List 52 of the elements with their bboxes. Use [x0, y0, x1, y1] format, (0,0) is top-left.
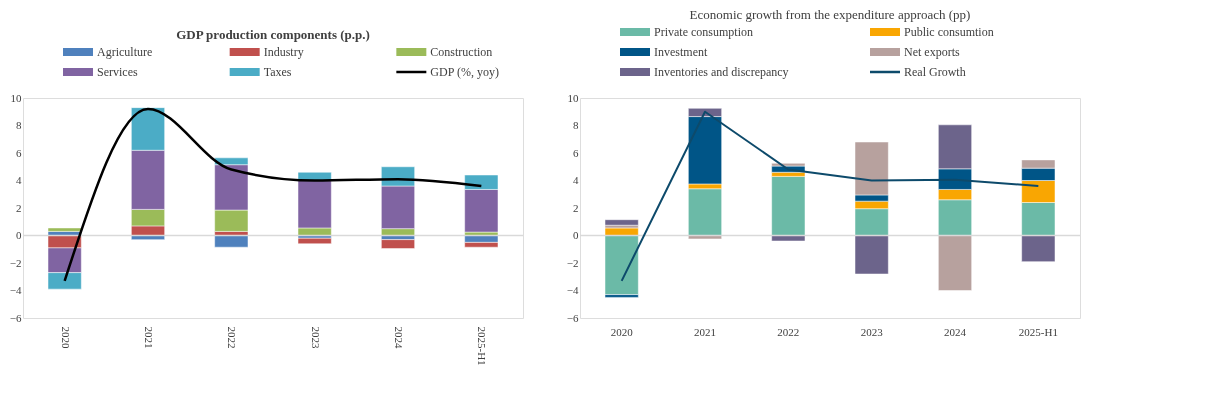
y-tick-label: 2 — [16, 201, 22, 214]
legend-label: Construction — [430, 45, 493, 59]
x-tick-label: 2020 — [59, 326, 72, 349]
x-tick-label: 2021 — [143, 326, 155, 349]
x-tick-label: 2024 — [944, 325, 967, 338]
bar — [47, 227, 82, 232]
line-series — [63, 107, 483, 283]
y-tick-label: −4 — [566, 284, 579, 296]
x-tick-label: 2020 — [610, 325, 634, 338]
bar — [381, 239, 415, 249]
y-tick-label: −4 — [9, 284, 22, 296]
x-tick-label: 2021 — [694, 325, 716, 338]
legend-label: Public consumtion — [904, 25, 994, 39]
y-tick-label: 4 — [573, 174, 579, 186]
x-tick-label: 2022 — [226, 326, 239, 349]
bar — [297, 238, 332, 244]
legend-label: Services — [97, 65, 138, 79]
x-tick-label: 2024 — [393, 326, 405, 349]
y-tick-label: 0 — [573, 229, 579, 241]
y-tick-label: 8 — [573, 119, 579, 131]
y-tick-label: 8 — [16, 119, 22, 131]
legend-label: Private consumption — [654, 25, 753, 39]
bar — [688, 188, 722, 236]
y-tick-label: −2 — [9, 256, 22, 269]
y-tick-label: −2 — [566, 256, 579, 269]
y-tick-label: 0 — [16, 229, 22, 241]
legend-label: GDP (%, yoy) — [430, 65, 499, 79]
bar — [214, 235, 249, 248]
chart-title: GDP production components (p.p.) — [176, 27, 370, 42]
line-series — [620, 110, 1040, 282]
x-tick-label: 2023 — [309, 326, 322, 349]
y-tick-label: −6 — [9, 311, 22, 324]
legend-label: Inventories and discrepancy — [654, 65, 789, 79]
x-tick-label: 2025-H1 — [1018, 325, 1058, 338]
y-tick-label: 6 — [16, 146, 22, 159]
legend-label: Taxes — [263, 65, 292, 79]
y-tick-label: −6 — [566, 311, 579, 324]
chart-title: Economic growth from the expenditure approach (pp) — [689, 7, 971, 22]
legend-label: Real Growth — [904, 65, 966, 79]
legend-label: Industry — [263, 45, 304, 59]
y-tick-label: 4 — [16, 174, 22, 186]
x-tick-label: 2023 — [860, 325, 884, 338]
legend-label: Investment — [654, 45, 708, 59]
y-tick-label: 10 — [10, 91, 22, 104]
bar — [604, 219, 639, 226]
y-tick-label: 6 — [573, 146, 579, 159]
x-tick-label: 2025-H1 — [476, 326, 489, 366]
y-tick-label: 2 — [573, 201, 579, 214]
legend-label: Net exports — [904, 45, 960, 59]
x-tick-label: 2022 — [777, 325, 800, 338]
y-tick-label: 10 — [567, 91, 579, 104]
legend-label: Agriculture — [97, 45, 153, 59]
